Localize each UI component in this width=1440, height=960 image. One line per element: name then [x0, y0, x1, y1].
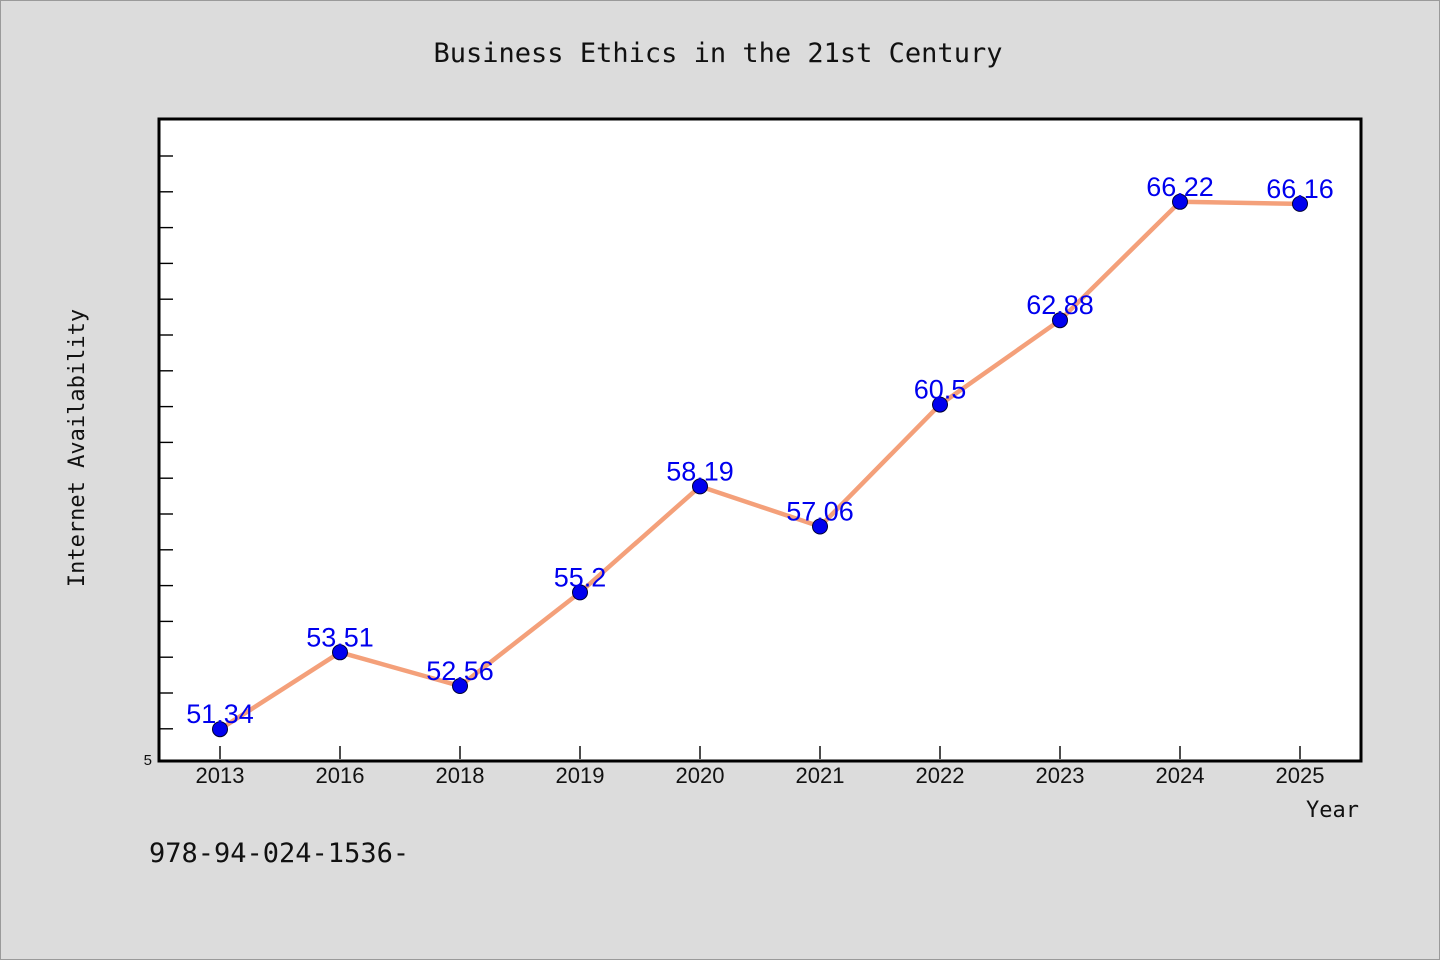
- data-point: [1292, 195, 1308, 212]
- data-label: 53.51: [306, 622, 374, 652]
- x-axis-tick-labels: 2013 2016 2018 2019 2020 2021 2022 2023 2024 2025: [196, 763, 1325, 788]
- y-axis-label: Internet Availability: [65, 309, 90, 587]
- data-label: 62.88: [1026, 290, 1094, 320]
- data-point: [692, 478, 708, 495]
- data-markers: [212, 193, 1308, 738]
- data-point: [1052, 312, 1068, 329]
- data-point: [332, 644, 348, 661]
- x-tick-label: 2023: [1036, 763, 1085, 788]
- series-line: [217, 199, 1303, 732]
- data-label: 52.56: [426, 656, 494, 686]
- y-axis-ticks: [160, 155, 173, 730]
- x-tick-label: 2018: [436, 763, 485, 788]
- data-label: 57.06: [786, 497, 854, 527]
- data-label: 58.19: [666, 456, 734, 486]
- data-point: [812, 518, 828, 535]
- x-axis-label: Year: [1306, 798, 1359, 823]
- data-point: [1172, 193, 1188, 210]
- x-axis-ticks: [219, 746, 1301, 759]
- data-label: 60.5: [914, 375, 967, 405]
- data-label: 55.2: [554, 562, 607, 592]
- data-labels: 51.34 53.51 52.56 55.2 58.19 57.06 60.5 62.88 66…: [186, 172, 1334, 729]
- x-tick-label: 2019: [556, 763, 605, 788]
- data-point: [212, 721, 228, 738]
- data-label: 66.22: [1146, 172, 1214, 202]
- x-tick-label: 2013: [196, 763, 245, 788]
- plot-area: [157, 117, 1363, 763]
- data-point: [572, 584, 588, 601]
- x-tick-label: 2016: [316, 763, 365, 788]
- x-tick-label: 2025: [1276, 763, 1325, 788]
- data-point: [452, 678, 468, 694]
- x-tick-label: 2020: [676, 763, 725, 788]
- data-label: 66.16: [1266, 174, 1334, 204]
- chart-title: Business Ethics in the 21st Century: [434, 38, 1003, 69]
- data-label: 51.34: [186, 699, 254, 729]
- data-point: [932, 396, 948, 413]
- footnote: 978-94-024-1536-: [149, 838, 409, 869]
- y-tick-label: 5: [144, 752, 152, 769]
- x-tick-label: 2022: [916, 763, 965, 788]
- x-tick-label: 2021: [796, 763, 845, 788]
- x-tick-label: 2024: [1156, 763, 1205, 788]
